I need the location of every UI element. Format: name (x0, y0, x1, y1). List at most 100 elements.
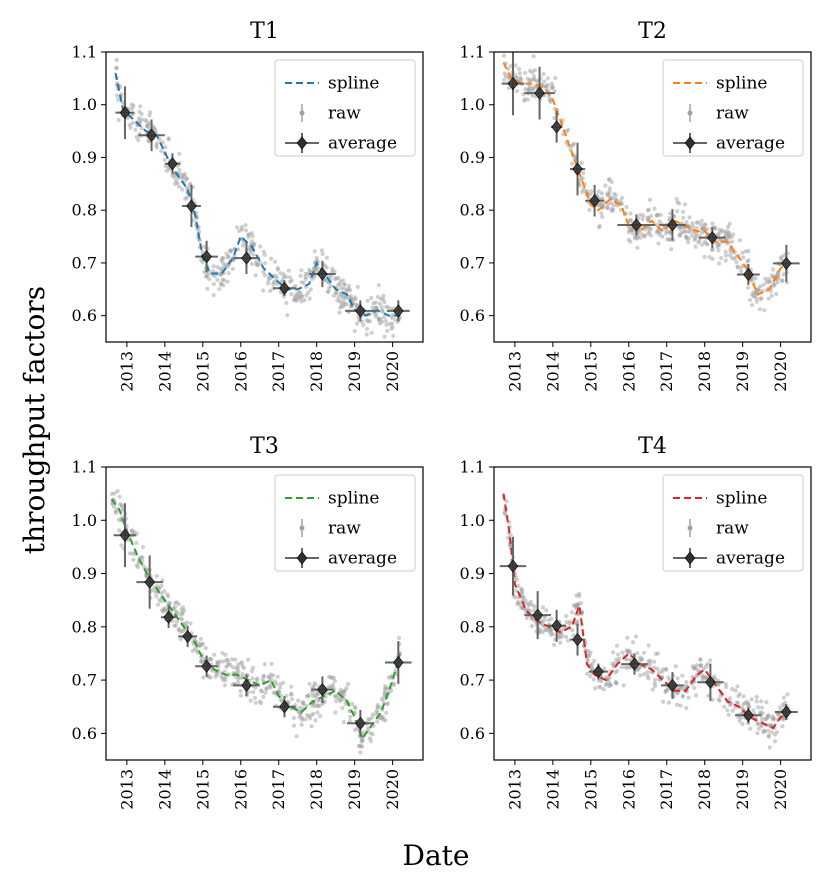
average-point (347, 709, 374, 737)
raw-point (375, 294, 380, 299)
raw-point (311, 711, 316, 716)
raw-point (781, 272, 786, 277)
raw-point (163, 145, 168, 150)
raw-point (246, 657, 251, 662)
raw-point (738, 269, 744, 274)
raw-point (755, 721, 760, 726)
raw-point (389, 315, 394, 320)
raw-point (134, 563, 139, 568)
raw-point (196, 641, 201, 646)
x-tick-label: 2017 (269, 351, 288, 392)
raw-point (694, 226, 699, 231)
raw-point (588, 192, 593, 197)
raw-point (272, 259, 277, 264)
raw-point (307, 267, 312, 272)
raw-point (602, 666, 607, 671)
raw-point (184, 620, 189, 625)
raw-point (314, 255, 319, 261)
raw-point (174, 609, 179, 614)
raw-point (713, 677, 718, 682)
average-point (550, 111, 563, 143)
legend-label: average (328, 134, 397, 154)
panel-t4: T4 0.6 0.7 0.8 0.9 1.0 1.1 2013 2014 2015 2016 2017… (460, 434, 812, 810)
raw-point (661, 699, 666, 704)
raw-point (650, 687, 655, 692)
x-tick-label: 2016 (231, 351, 250, 392)
raw-point (348, 714, 353, 719)
raw-point (385, 328, 390, 333)
raw-point (127, 122, 132, 127)
raw-point (731, 232, 736, 237)
raw-point (750, 302, 755, 308)
raw-point (624, 657, 630, 662)
raw-point (177, 151, 182, 156)
raw-point (177, 611, 183, 617)
raw-point (741, 255, 746, 260)
average-marker (743, 708, 754, 722)
legend-label: raw (328, 519, 361, 539)
raw-point (674, 196, 679, 201)
raw-point (690, 224, 696, 229)
raw-point (640, 656, 645, 661)
average-marker (279, 281, 290, 295)
raw-point (331, 293, 337, 298)
raw-point (549, 85, 555, 90)
average-point (585, 184, 605, 217)
raw-point (207, 277, 212, 282)
raw-point (699, 242, 705, 247)
raw-point (693, 244, 698, 249)
panel-t3: T3 0.6 0.7 0.8 0.9 1.0 1.1 2013 2014 2015 2016 2017… (72, 434, 424, 810)
raw-point (344, 287, 349, 292)
raw-point (640, 216, 645, 222)
raw-point (289, 278, 294, 283)
raw-point (211, 281, 216, 287)
raw-point (356, 743, 362, 749)
raw-point (728, 696, 733, 701)
raw-point (330, 266, 335, 271)
average-point (661, 672, 684, 699)
raw-point (652, 659, 657, 664)
raw-point (154, 573, 159, 579)
raw-point (726, 224, 731, 230)
legend-average-marker (684, 551, 696, 565)
raw-point (239, 660, 244, 665)
raw-point (347, 718, 353, 724)
raw-point (273, 273, 278, 278)
raw-point (319, 248, 324, 253)
raw-point (243, 223, 248, 228)
raw-point (624, 204, 629, 210)
raw-point (708, 658, 713, 663)
raw-point (717, 227, 722, 232)
raw-point (759, 699, 764, 704)
raw-point (224, 658, 229, 663)
raw-point (770, 716, 776, 721)
average-point (273, 696, 296, 718)
average-marker (631, 218, 642, 232)
raw-point (111, 504, 117, 509)
raw-point (653, 677, 658, 682)
raw-point (712, 226, 717, 231)
panel-t2: T2 0.6 0.7 0.8 0.9 1.0 1.1 2013 2014 2015 2016 2017… (460, 19, 812, 392)
raw-point (773, 739, 778, 744)
raw-point (340, 705, 345, 711)
raw-point (597, 684, 602, 689)
x-tick-label: 2017 (269, 769, 288, 810)
raw-point (552, 115, 557, 121)
raw-point (609, 208, 615, 214)
raw-point (754, 299, 759, 304)
average-point (164, 153, 181, 175)
raw-point (733, 688, 738, 693)
raw-point (702, 254, 707, 259)
raw-point (134, 540, 139, 545)
raw-point (167, 601, 172, 606)
raw-point (759, 716, 765, 721)
raw-point (381, 293, 386, 298)
raw-point (223, 652, 228, 657)
average-marker (163, 610, 174, 624)
raw-point (664, 231, 669, 236)
raw-point (202, 270, 207, 275)
raw-point (332, 693, 338, 698)
panel-t1: T1 0.6 0.7 0.8 0.9 1.0 1.1 2013 2014 2015 2016 2017… (72, 19, 424, 392)
raw-point (698, 657, 703, 662)
